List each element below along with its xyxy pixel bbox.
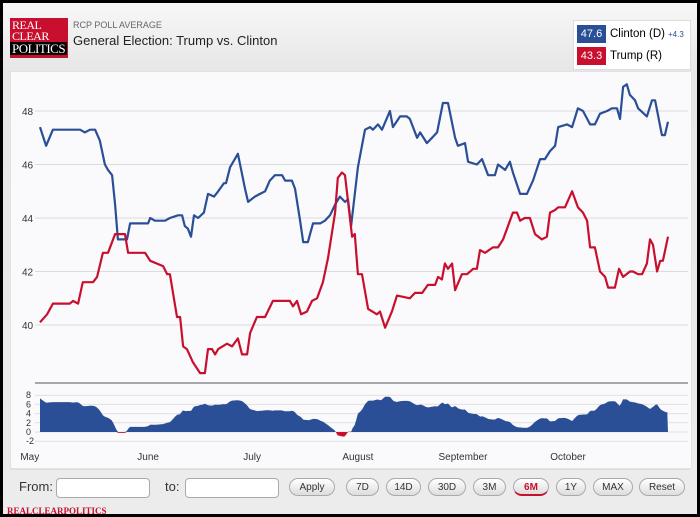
series-line-trump xyxy=(39,171,670,375)
y-tick-label: 48 xyxy=(22,107,34,118)
x-month-label: October xyxy=(550,452,586,463)
chart-title: General Election: Trump vs. Clinton xyxy=(73,33,278,48)
range-button-14d[interactable]: 14D xyxy=(386,478,421,496)
legend-value: 43.3 xyxy=(577,47,606,65)
legend-item-clinton: 47.6 Clinton (D) +4.3 xyxy=(577,25,684,43)
chart-widget: REAL CLEAR POLITICS RCP POLL AVERAGE Gen… xyxy=(3,3,697,516)
y-tick-label: 42 xyxy=(22,268,34,279)
x-month-label: June xyxy=(137,452,159,463)
chart-subtitle: RCP POLL AVERAGE xyxy=(73,20,162,30)
footer-brand: REALCLEARPOLITICS xyxy=(7,506,107,516)
range-button-max[interactable]: MAX xyxy=(593,478,633,496)
legend-value: 47.6 xyxy=(577,25,606,43)
range-button-30d[interactable]: 30D xyxy=(428,478,466,496)
logo-line: REAL xyxy=(12,18,42,32)
rcp-logo: REAL CLEAR POLITICS xyxy=(10,18,68,58)
logo-line: POLITICS xyxy=(10,41,68,56)
spread-tick-label: 8 xyxy=(26,390,31,400)
legend-name: Trump (R) xyxy=(610,50,662,62)
range-button-1y[interactable]: 1Y xyxy=(556,478,586,496)
legend-item-trump: 43.3 Trump (R) xyxy=(577,47,662,65)
x-month-label: July xyxy=(243,452,261,463)
apply-button[interactable]: Apply xyxy=(289,478,335,496)
date-range-controls: From: to: Apply 7D 14D 30D 3M 6M 1Y MAX Reset xyxy=(10,469,690,502)
spread-tick-label: 4 xyxy=(26,409,31,419)
y-tick-label: 44 xyxy=(22,214,34,225)
spread-tick-label: 6 xyxy=(26,399,31,409)
x-month-label: May xyxy=(20,452,39,463)
from-date-input[interactable] xyxy=(56,478,150,498)
spread-tick-label: 0 xyxy=(26,427,31,437)
legend: 47.6 Clinton (D) +4.3 43.3 Trump (R) xyxy=(573,20,691,70)
logo-line: CLEAR xyxy=(12,29,49,43)
x-month-label: August xyxy=(342,452,373,463)
legend-name: Clinton (D) xyxy=(610,28,665,40)
range-button-3m[interactable]: 3M xyxy=(473,478,506,496)
spread-area-clinton-lead xyxy=(40,396,668,432)
y-tick-label: 40 xyxy=(22,321,34,332)
range-button-7d[interactable]: 7D xyxy=(346,478,379,496)
x-month-label: September xyxy=(438,452,488,463)
range-button-6m[interactable]: 6M xyxy=(513,478,549,496)
from-label: From: xyxy=(19,479,53,494)
spread-area-trump-lead xyxy=(40,432,668,437)
spread-tick-label: 2 xyxy=(26,418,31,428)
reset-button[interactable]: Reset xyxy=(639,478,685,496)
legend-spread: +4.3 xyxy=(667,29,684,39)
series-line-clinton xyxy=(38,83,670,244)
to-label: to: xyxy=(165,479,180,494)
spread-tick-label: -2 xyxy=(26,436,34,446)
y-tick-label: 46 xyxy=(22,161,34,172)
chart-panel xyxy=(10,71,692,469)
to-date-input[interactable] xyxy=(185,478,279,498)
